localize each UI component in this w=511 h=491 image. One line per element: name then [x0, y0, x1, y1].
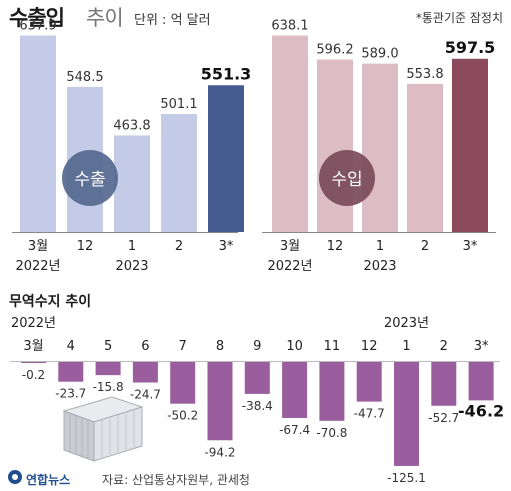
shipping-container-icon: [62, 396, 144, 462]
balance-value-label-10: -125.1: [387, 471, 426, 485]
trade-balance-chart: 3월 -0.2 4 -23.7 5 -15.8 6 -24.7 7 -50.2 8 -94.2 9 -38…: [10, 316, 504, 485]
export-category-label-2: 1: [128, 239, 136, 254]
balance-value-label-1: -23.7: [55, 387, 86, 401]
balance-category-label-0: 3월: [23, 339, 43, 354]
balance-value-label-0: -0.2: [22, 368, 45, 382]
export-bar-0: [20, 35, 56, 232]
balance-value-label-12: -46.2: [458, 401, 504, 420]
balance-bar-6: [244, 362, 270, 394]
balance-category-label-9: 12: [361, 339, 378, 354]
balance-bar-11: [431, 362, 457, 406]
balance-value-label-6: -38.4: [242, 399, 273, 413]
credit-label: 연합뉴스: [26, 473, 71, 487]
export-bar-3: [161, 114, 197, 232]
balance-category-label-10: 1: [402, 339, 410, 354]
export-value-label-1: 548.5: [66, 70, 103, 85]
export-year-label-0: 2022년: [15, 259, 60, 274]
balance-bar-5: [207, 362, 233, 441]
export-badge-label: 수출: [74, 170, 105, 190]
balance-value-label-5: -94.2: [204, 445, 235, 459]
chart-title-suffix: 추이: [86, 6, 124, 30]
export-badge: [62, 150, 118, 206]
balance-bar-0: [21, 362, 46, 363]
import-category-label-0: 3월: [280, 239, 300, 254]
import-bar-2: [362, 63, 398, 232]
footnote-label: *통관기준 잠정치: [415, 11, 503, 25]
balance-value-label-2: -15.8: [93, 380, 124, 394]
balance-value-label-4: -50.2: [167, 409, 198, 423]
balance-category-label-1: 4: [67, 339, 75, 354]
import-value-label-3: 553.8: [406, 67, 443, 82]
unit-label: 단위 : 억 달러: [134, 13, 211, 28]
balance-bar-10: [394, 362, 419, 466]
balance-bar-9: [356, 362, 382, 402]
balance-bar-3: [132, 362, 158, 383]
balance-category-label-11: 2: [440, 339, 448, 354]
balance-value-label-3: -24.7: [130, 388, 161, 402]
export-bar-4: [208, 85, 244, 232]
import-value-label-1: 596.2: [316, 43, 353, 58]
import-bar-4: [452, 58, 488, 233]
export-category-label-0: 3월: [28, 239, 48, 254]
balance-category-label-2: 5: [104, 339, 112, 354]
import-category-label-1: 12: [327, 239, 344, 254]
import-year-label-2: 2023: [363, 259, 396, 274]
balance-bar-12: [468, 362, 494, 401]
trade-balance-title: 무역수지 추이: [9, 294, 92, 310]
balance-value-label-11: -52.7: [428, 411, 459, 425]
import-value-label-4: 597.5: [445, 38, 496, 57]
export-category-label-3: 2: [175, 239, 183, 254]
import-value-label-2: 589.0: [361, 47, 398, 62]
balance-category-label-4: 7: [179, 339, 187, 354]
import-bar-1: [317, 59, 353, 233]
import-category-label-4: 3*: [463, 239, 478, 254]
balance-bar-1: [58, 362, 84, 382]
balance-bar-2: [95, 362, 121, 376]
import-bar-3: [407, 83, 443, 232]
export-value-label-2: 463.8: [113, 118, 150, 133]
export-bar-2: [114, 135, 150, 232]
balance-category-label-8: 11: [324, 339, 341, 354]
export-chart: 637.9 3월 2022년 548.5 12 463.8 1 2023 501.1 2 551.3…: [15, 19, 251, 274]
export-value-label-0: 637.9: [19, 19, 56, 34]
balance-value-label-9: -47.7: [354, 407, 385, 421]
balance-category-label-3: 6: [141, 339, 149, 354]
import-badge: [319, 150, 375, 206]
export-year-label-2: 2023: [115, 259, 148, 274]
source-label: 자료: 산업통상자원부, 관세청: [102, 473, 250, 487]
balance-category-label-7: 10: [286, 339, 303, 354]
balance-year-label-1: 2023년: [384, 316, 429, 331]
import-chart: 638.1 3월 2022년 596.2 12 589.0 1 2023 553.8 2 597.5…: [267, 18, 495, 274]
import-category-label-3: 2: [421, 239, 429, 254]
export-category-label-1: 12: [77, 239, 94, 254]
import-badge-label: 수입: [331, 170, 362, 190]
balance-value-label-7: -67.4: [279, 423, 310, 437]
balance-value-label-8: -70.8: [316, 426, 347, 440]
import-bar-0: [272, 35, 308, 232]
export-value-label-3: 501.1: [160, 97, 197, 112]
import-year-label-0: 2022년: [267, 259, 312, 274]
export-value-label-4: 551.3: [201, 64, 252, 83]
balance-bar-7: [282, 362, 308, 418]
balance-category-label-12: 3*: [474, 339, 489, 354]
balance-category-label-6: 9: [253, 339, 261, 354]
balance-bar-4: [170, 362, 196, 404]
balance-bar-8: [319, 362, 345, 421]
export-category-label-4: 3*: [219, 239, 234, 254]
import-value-label-0: 638.1: [271, 18, 308, 33]
balance-category-label-5: 8: [216, 339, 224, 354]
chart-title: 수출입: [9, 6, 65, 30]
import-category-label-2: 1: [376, 239, 384, 254]
balance-year-label-0: 2022년: [11, 316, 56, 331]
yonhap-logo-icon: [8, 470, 22, 484]
